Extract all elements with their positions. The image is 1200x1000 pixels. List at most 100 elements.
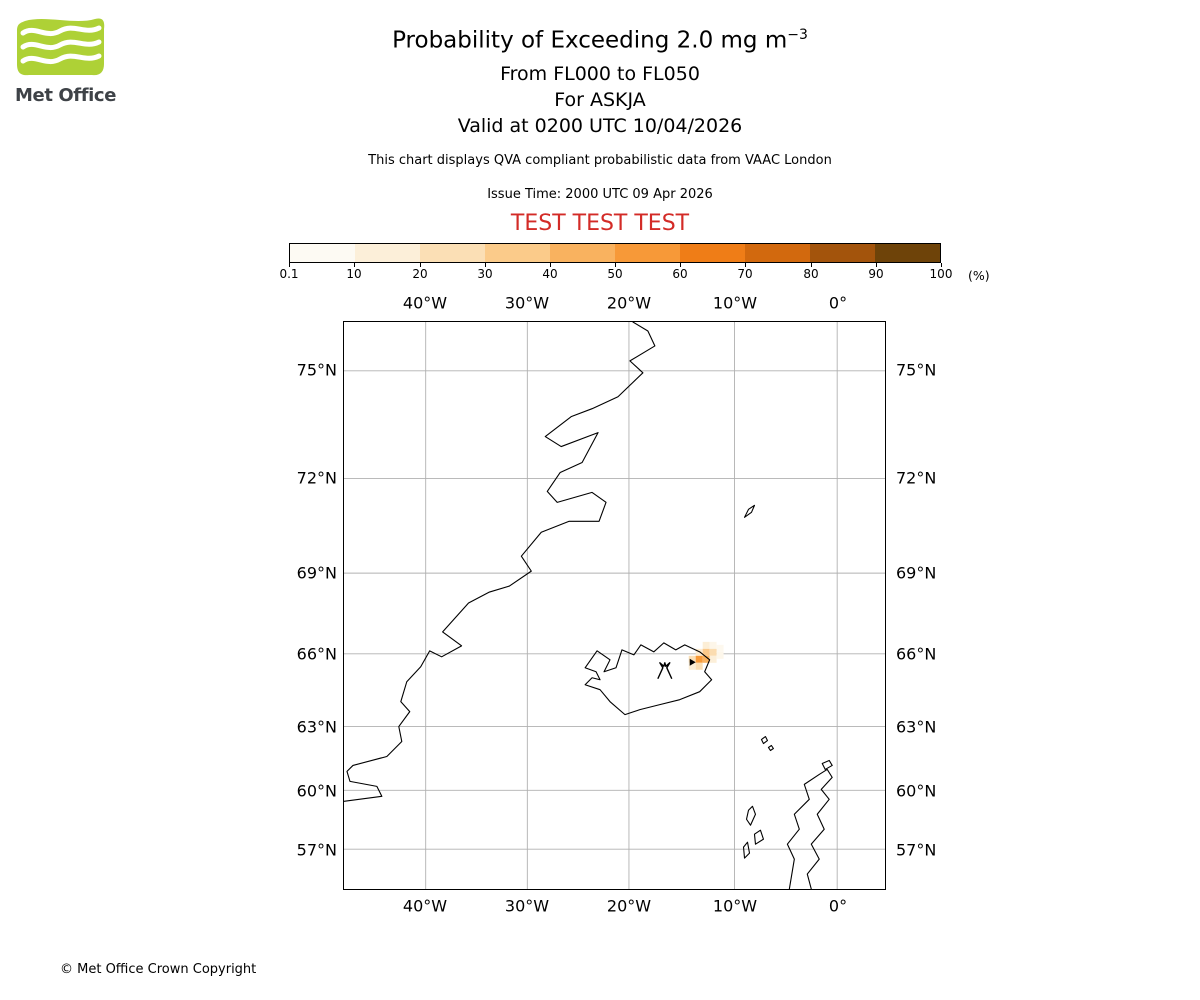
lat-label-left: 57°N <box>296 840 337 860</box>
probability-cell <box>688 655 696 663</box>
coastline-greenland <box>344 322 656 802</box>
colorbar-tick <box>876 263 877 267</box>
lat-label-left: 60°N <box>296 781 337 801</box>
map-canvas <box>343 321 886 890</box>
colorbar-tick-label: 40 <box>542 267 558 281</box>
lat-label-left: 66°N <box>296 644 337 664</box>
coastline-orkney <box>821 759 833 770</box>
probability-cells <box>688 641 724 670</box>
colorbar-tick-label: 50 <box>607 267 623 281</box>
logo-wave-lines <box>20 25 102 65</box>
colorbar-tick <box>420 263 421 267</box>
colorbar-tick-label: 80 <box>803 267 819 281</box>
colorbar-segment <box>485 244 550 262</box>
chart-description: This chart displays QVA compliant probab… <box>368 152 832 168</box>
lat-label-left: 63°N <box>296 717 337 737</box>
lon-label-top: 20°W <box>606 293 652 313</box>
colorbar-tick <box>745 263 746 267</box>
probability-cell <box>709 655 717 663</box>
lon-label-top: 30°W <box>504 293 550 313</box>
title-block: Probability of Exceeding 2.0 mg m−3 From… <box>0 27 1200 236</box>
colorbar-segment <box>550 244 615 262</box>
graticule-grid <box>344 322 885 889</box>
plume-source-marker-icon <box>689 658 696 666</box>
colorbar-tick <box>289 263 290 267</box>
coastline-iceland <box>584 642 713 716</box>
volcano-icon <box>657 662 673 680</box>
page-title-superscript: −3 <box>787 27 808 43</box>
colorbar-tick <box>550 263 551 267</box>
probability-cell <box>695 662 703 670</box>
colorbar-tick-label: 0.1 <box>279 267 299 281</box>
lon-label-bottom: 40°W <box>402 896 448 916</box>
probability-cell <box>716 644 724 652</box>
met-office-logo: Met Office <box>15 16 125 106</box>
colorbar-segment <box>680 244 745 262</box>
copyright-notice: © Met Office Crown Copyright <box>60 962 257 977</box>
probability-cell <box>695 648 703 656</box>
colorbar-segment <box>615 244 680 262</box>
lat-label-right: 57°N <box>896 840 937 860</box>
probability-colorbar <box>289 243 941 263</box>
lon-label-bottom: 20°W <box>606 896 652 916</box>
map-svg <box>344 322 885 889</box>
coastline-faroe <box>760 735 774 752</box>
lon-label-bottom: 30°W <box>504 896 550 916</box>
probability-cell <box>702 655 710 663</box>
colorbar-tick-label: 100 <box>929 267 953 281</box>
lat-label-right: 63°N <box>896 717 937 737</box>
lon-label-top: 40°W <box>402 293 448 313</box>
issue-time: Issue Time: 2000 UTC 09 Apr 2026 <box>487 186 713 202</box>
lon-label-bottom: 10°W <box>712 896 758 916</box>
lat-label-right: 69°N <box>896 563 937 583</box>
probability-cell <box>716 651 724 659</box>
lat-label-right: 72°N <box>896 468 937 488</box>
colorbar-segment <box>875 244 940 262</box>
coastline-hebrides <box>742 805 764 859</box>
colorbar-segment <box>290 244 355 262</box>
lat-label-right: 60°N <box>896 781 937 801</box>
colorbar-tick-label: 30 <box>477 267 493 281</box>
colorbar-tick <box>615 263 616 267</box>
page-title: Probability of Exceeding 2.0 mg m−3 <box>0 27 1200 54</box>
colorbar-tick <box>354 263 355 267</box>
probability-cell <box>709 648 717 656</box>
colorbar-segment <box>420 244 485 262</box>
lon-label-top: 0° <box>828 293 848 313</box>
volcano-name-line: For ASKJA <box>554 88 646 111</box>
flight-level-range: From FL000 to FL050 <box>500 62 700 85</box>
colorbar-segment <box>355 244 420 262</box>
colorbar-unit-label: (%) <box>968 268 990 283</box>
met-office-logo-text: Met Office <box>15 85 117 106</box>
colorbar-tick <box>811 263 812 267</box>
met-office-logo-mark <box>17 18 105 76</box>
colorbar-tick <box>485 263 486 267</box>
lat-label-right: 66°N <box>896 644 937 664</box>
lat-label-right: 75°N <box>896 360 937 380</box>
colorbar-tick-label: 20 <box>412 267 428 281</box>
colorbar-tick-label: 60 <box>672 267 688 281</box>
probability-cell <box>695 655 703 663</box>
colorbar-tick-label: 10 <box>346 267 362 281</box>
colorbar-tick-label: 90 <box>868 267 884 281</box>
colorbar-tick <box>680 263 681 267</box>
probability-cell <box>702 648 710 656</box>
page-title-text: Probability of Exceeding 2.0 mg m <box>392 27 788 54</box>
probability-cell <box>688 662 696 670</box>
lat-label-left: 69°N <box>296 563 337 583</box>
coastlines <box>344 322 833 889</box>
coastline-jan-mayen <box>743 504 756 518</box>
valid-time-line: Valid at 0200 UTC 10/04/2026 <box>457 114 743 137</box>
lon-label-bottom: 0° <box>828 896 848 916</box>
probability-cell <box>709 641 717 649</box>
test-banner: TEST TEST TEST <box>510 210 690 236</box>
lat-label-left: 75°N <box>296 360 337 380</box>
coastline-scotland <box>786 768 833 889</box>
colorbar-tick-label: 70 <box>737 267 753 281</box>
lat-label-left: 72°N <box>296 468 337 488</box>
colorbar-segment <box>745 244 810 262</box>
colorbar-tick <box>941 263 942 267</box>
colorbar-segment <box>810 244 875 262</box>
probability-cell <box>702 641 710 649</box>
